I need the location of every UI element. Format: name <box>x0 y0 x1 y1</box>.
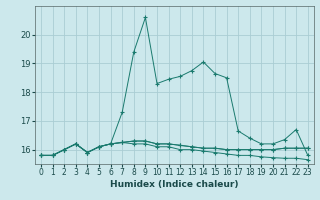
X-axis label: Humidex (Indice chaleur): Humidex (Indice chaleur) <box>110 180 239 189</box>
